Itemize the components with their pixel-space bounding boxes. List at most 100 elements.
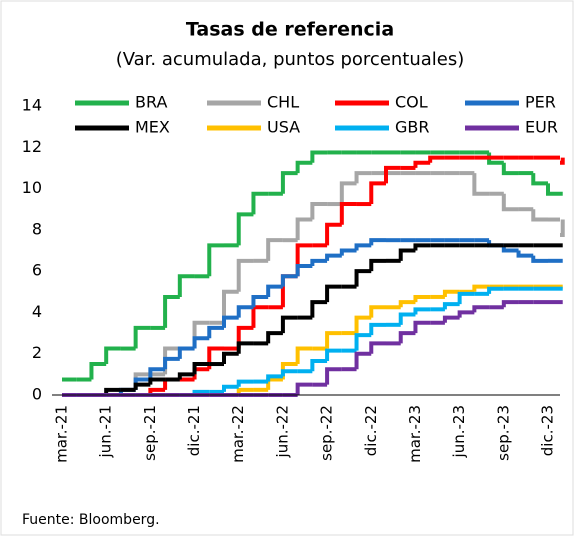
y-tick-label: 10 — [22, 178, 42, 197]
step-segment — [413, 320, 431, 334]
step-segment — [280, 369, 298, 377]
step-segment — [457, 310, 475, 318]
step-segment — [472, 173, 490, 196]
step-segment — [280, 274, 298, 287]
step-segment — [325, 253, 342, 261]
step-segment — [501, 193, 519, 212]
step-segment — [133, 372, 151, 390]
step-segment — [295, 243, 313, 277]
step-segment — [354, 333, 372, 351]
step-segment — [531, 209, 548, 222]
step-segment — [104, 346, 121, 365]
step-segment — [310, 258, 328, 266]
step-segment — [222, 384, 239, 392]
step-segment — [295, 160, 313, 174]
x-tick-label: sep.-21 — [141, 405, 159, 461]
step-segment — [148, 377, 166, 385]
x-tick-label: sep.-22 — [318, 405, 336, 461]
x-tick-label: mar.-23 — [406, 405, 424, 463]
step-segment — [295, 382, 313, 395]
step-segment — [192, 336, 210, 349]
step-segment — [369, 341, 386, 354]
step-segment — [354, 243, 372, 251]
x-tick-label: mar.-21 — [53, 405, 71, 463]
step-segment — [295, 263, 313, 277]
step-segment — [487, 286, 504, 294]
step-segment — [339, 202, 357, 225]
y-tick-label: 8 — [32, 219, 42, 238]
step-segment — [207, 243, 224, 277]
step-segment — [560, 219, 565, 238]
step-segment — [472, 305, 490, 313]
x-tick-label: jun.-22 — [273, 405, 291, 458]
step-segment — [163, 356, 180, 370]
step-segment — [472, 284, 490, 292]
step-segment — [266, 238, 283, 261]
step-segment — [133, 325, 151, 349]
step-segment — [148, 367, 166, 380]
source: Fuente: Bloomberg. — [22, 512, 160, 528]
step-segment — [531, 255, 548, 263]
step-segment — [295, 217, 313, 241]
step-segment — [222, 315, 239, 328]
step-segment — [325, 348, 342, 361]
step-segment — [354, 171, 372, 184]
y-tick-label: 2 — [32, 343, 42, 362]
step-segment — [560, 157, 565, 165]
step-segment — [398, 331, 416, 344]
x-tick-label: dic.-22 — [362, 405, 380, 456]
step-segment — [428, 155, 445, 163]
x-tick-label: mar.-22 — [229, 405, 247, 463]
y-tick-label: 4 — [32, 302, 42, 321]
y-tick-label: 12 — [22, 137, 42, 156]
x-tick-label: sep.-23 — [494, 405, 512, 461]
step-segment — [236, 325, 254, 349]
step-segment — [442, 315, 460, 323]
step-segment — [295, 346, 313, 365]
step-segment — [266, 331, 283, 344]
step-segment — [369, 258, 386, 272]
chart-title: Tasas de referencia — [186, 19, 394, 41]
step-segment — [251, 191, 269, 215]
x-tick-label: jun.-23 — [450, 405, 468, 458]
chart-subtitle: (Var. acumulada, puntos porcentuales) — [116, 49, 465, 70]
step-segment — [369, 305, 386, 318]
step-segment — [222, 289, 239, 323]
step-segment — [369, 181, 386, 205]
y-tick-label: 6 — [32, 261, 42, 280]
legend-label: EUR — [525, 118, 558, 137]
step-segment — [413, 307, 431, 315]
step-segment — [236, 258, 254, 292]
step-segment — [266, 374, 283, 382]
y-tick-label: 0 — [32, 385, 42, 404]
step-segment — [251, 294, 269, 308]
step-segment — [310, 300, 328, 318]
step-segment — [325, 331, 342, 349]
step-segment — [310, 358, 328, 372]
step-segment — [236, 305, 254, 318]
step-segment — [325, 367, 342, 385]
step-segment — [192, 367, 210, 380]
step-segment — [177, 372, 195, 380]
step-segment — [531, 173, 548, 186]
y-tick-label: 14 — [22, 96, 42, 115]
step-segment — [398, 248, 416, 261]
step-segment — [266, 284, 283, 297]
legend-label: COL — [395, 93, 428, 112]
legend-label: CHL — [267, 93, 299, 112]
step-segment — [192, 362, 210, 375]
step-segment — [442, 289, 460, 297]
legend-label: USA — [267, 118, 300, 137]
step-segment — [501, 300, 519, 308]
step-segment — [89, 362, 107, 380]
step-segment — [310, 150, 328, 163]
step-segment — [251, 305, 269, 328]
step-segment — [384, 165, 401, 184]
step-segment — [354, 351, 372, 370]
step-segment — [339, 248, 357, 256]
step-segment — [413, 243, 431, 251]
step-segment — [163, 346, 180, 375]
step-segment — [133, 382, 151, 390]
